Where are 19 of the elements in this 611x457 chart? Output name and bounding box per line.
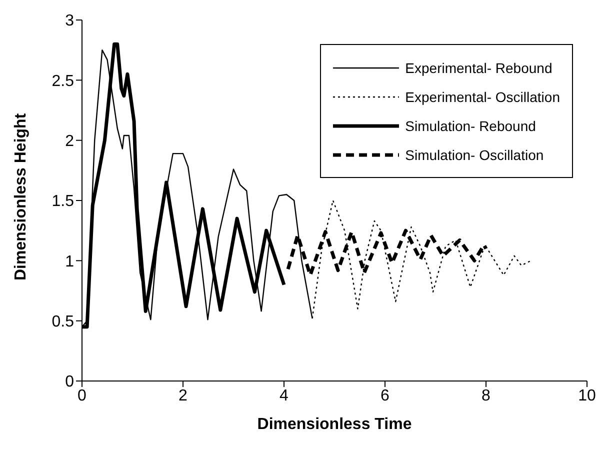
x-tick-label: 8 bbox=[482, 387, 491, 404]
y-tick-label: 0 bbox=[65, 374, 74, 391]
y-tick-label: 1 bbox=[65, 253, 74, 270]
y-tick-label: 1.5 bbox=[52, 193, 74, 210]
y-tick-label: 2.5 bbox=[52, 72, 74, 90]
x-tick-label: 6 bbox=[380, 387, 390, 404]
x-tick-label: 10 bbox=[578, 387, 596, 404]
x-tick-label: 2 bbox=[178, 387, 188, 404]
y-tick-label: 3 bbox=[65, 12, 74, 30]
y-tick-label: 2 bbox=[65, 133, 74, 150]
legend-label: Experimental- Rebound bbox=[405, 60, 552, 76]
x-axis-title: Dimensionless Time bbox=[257, 416, 412, 433]
legend-label: Simulation- Oscillation bbox=[405, 146, 544, 162]
legend-label: Simulation- Rebound bbox=[405, 118, 536, 134]
x-tick-label: 0 bbox=[78, 387, 87, 404]
legend-label: Experimental- Oscillation bbox=[405, 88, 560, 104]
x-tick-label: 4 bbox=[280, 387, 289, 404]
y-axis-title: Dimensionless Height bbox=[12, 112, 30, 280]
y-tick-label: 0.5 bbox=[52, 314, 74, 331]
